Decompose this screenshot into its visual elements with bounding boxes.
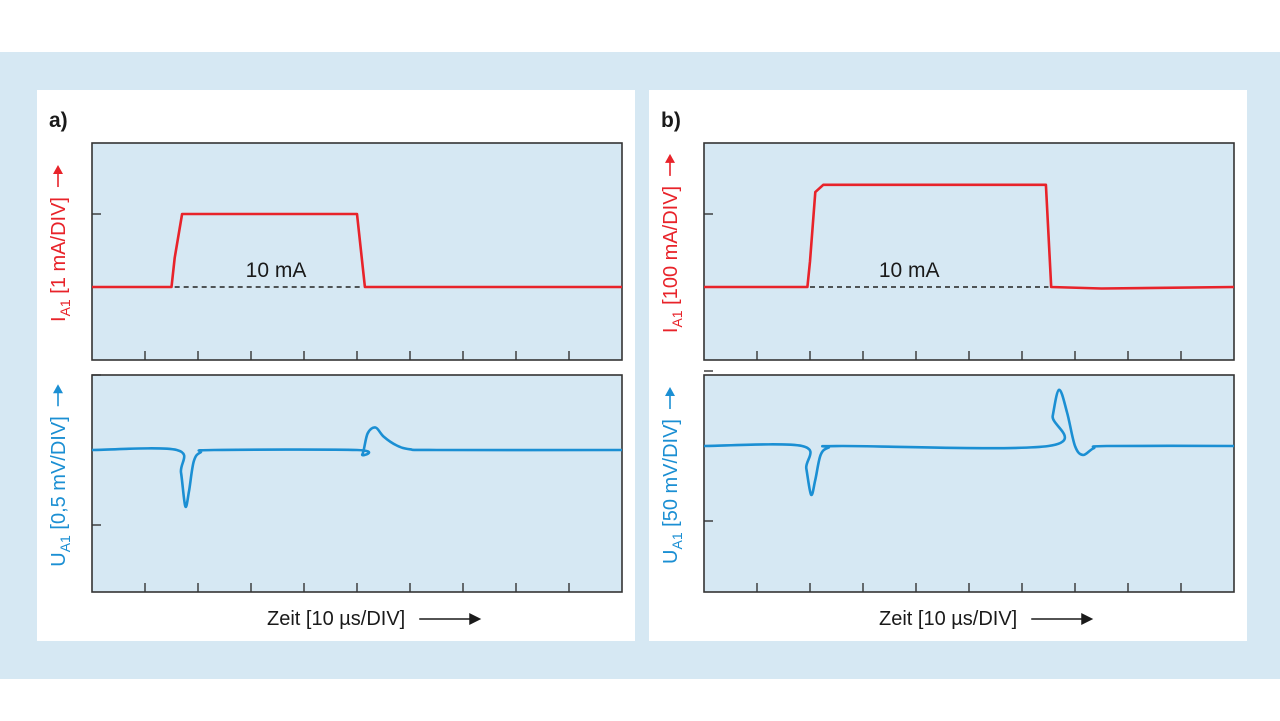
panel-label-b: b) [661, 109, 681, 132]
voltage-y-label-text: UA1 [0,5 mV/DIV] [48, 416, 73, 567]
chart-panel-b: b) 10 mA IA1 [100 mA/DIV] UA1 [50 mV/DIV] Ze… [649, 90, 1247, 641]
chart-panel-a: a) 10 mA IA1 [1 mA/DIV] UA1 [0,5 mV/DIV] Zei… [37, 90, 635, 641]
voltage-plot-area [703, 374, 1235, 593]
chart-a-svg: a) 10 mA IA1 [1 mA/DIV] UA1 [0,5 mV/DIV] Zei… [48, 109, 623, 630]
current-series-line [704, 183, 1235, 290]
current-y-arrow-head [53, 165, 63, 175]
voltage-series-line [703, 388, 1235, 497]
x-axis-arrow-head [1081, 613, 1094, 625]
chart-b-svg: b) 10 mA IA1 [100 mA/DIV] UA1 [50 mV/DIV] Ze… [660, 109, 1235, 630]
voltage-y-arrow-head [53, 384, 63, 394]
voltage-y-axis-label: UA1 [0,5 mV/DIV] [48, 384, 73, 567]
current-series-line [92, 212, 622, 289]
current-y-label-text: IA1 [1 mA/DIV] [48, 197, 73, 322]
voltage-y-label-text: UA1 [50 mV/DIV] [660, 419, 685, 564]
current-y-arrow-head [665, 153, 675, 163]
current-y-label-text: IA1 [100 mA/DIV] [660, 186, 685, 333]
current-plot-area [91, 142, 623, 361]
voltage-y-arrow-head [665, 387, 675, 397]
voltage-series-line [91, 426, 623, 509]
current-y-axis-label: IA1 [1 mA/DIV] [48, 165, 73, 322]
x-axis-label: Zeit [10 µs/DIV] [879, 608, 1017, 630]
x-axis-arrow-head [469, 613, 482, 625]
current-plot-area [703, 142, 1235, 361]
current-annotation: 10 mA [879, 259, 940, 282]
panel-label-a: a) [49, 109, 68, 132]
current-y-axis-label: IA1 [100 mA/DIV] [660, 153, 685, 333]
current-annotation: 10 mA [246, 259, 307, 282]
voltage-y-axis-label: UA1 [50 mV/DIV] [660, 387, 685, 564]
voltage-plot-area [91, 374, 623, 593]
x-axis-label: Zeit [10 µs/DIV] [267, 608, 405, 630]
